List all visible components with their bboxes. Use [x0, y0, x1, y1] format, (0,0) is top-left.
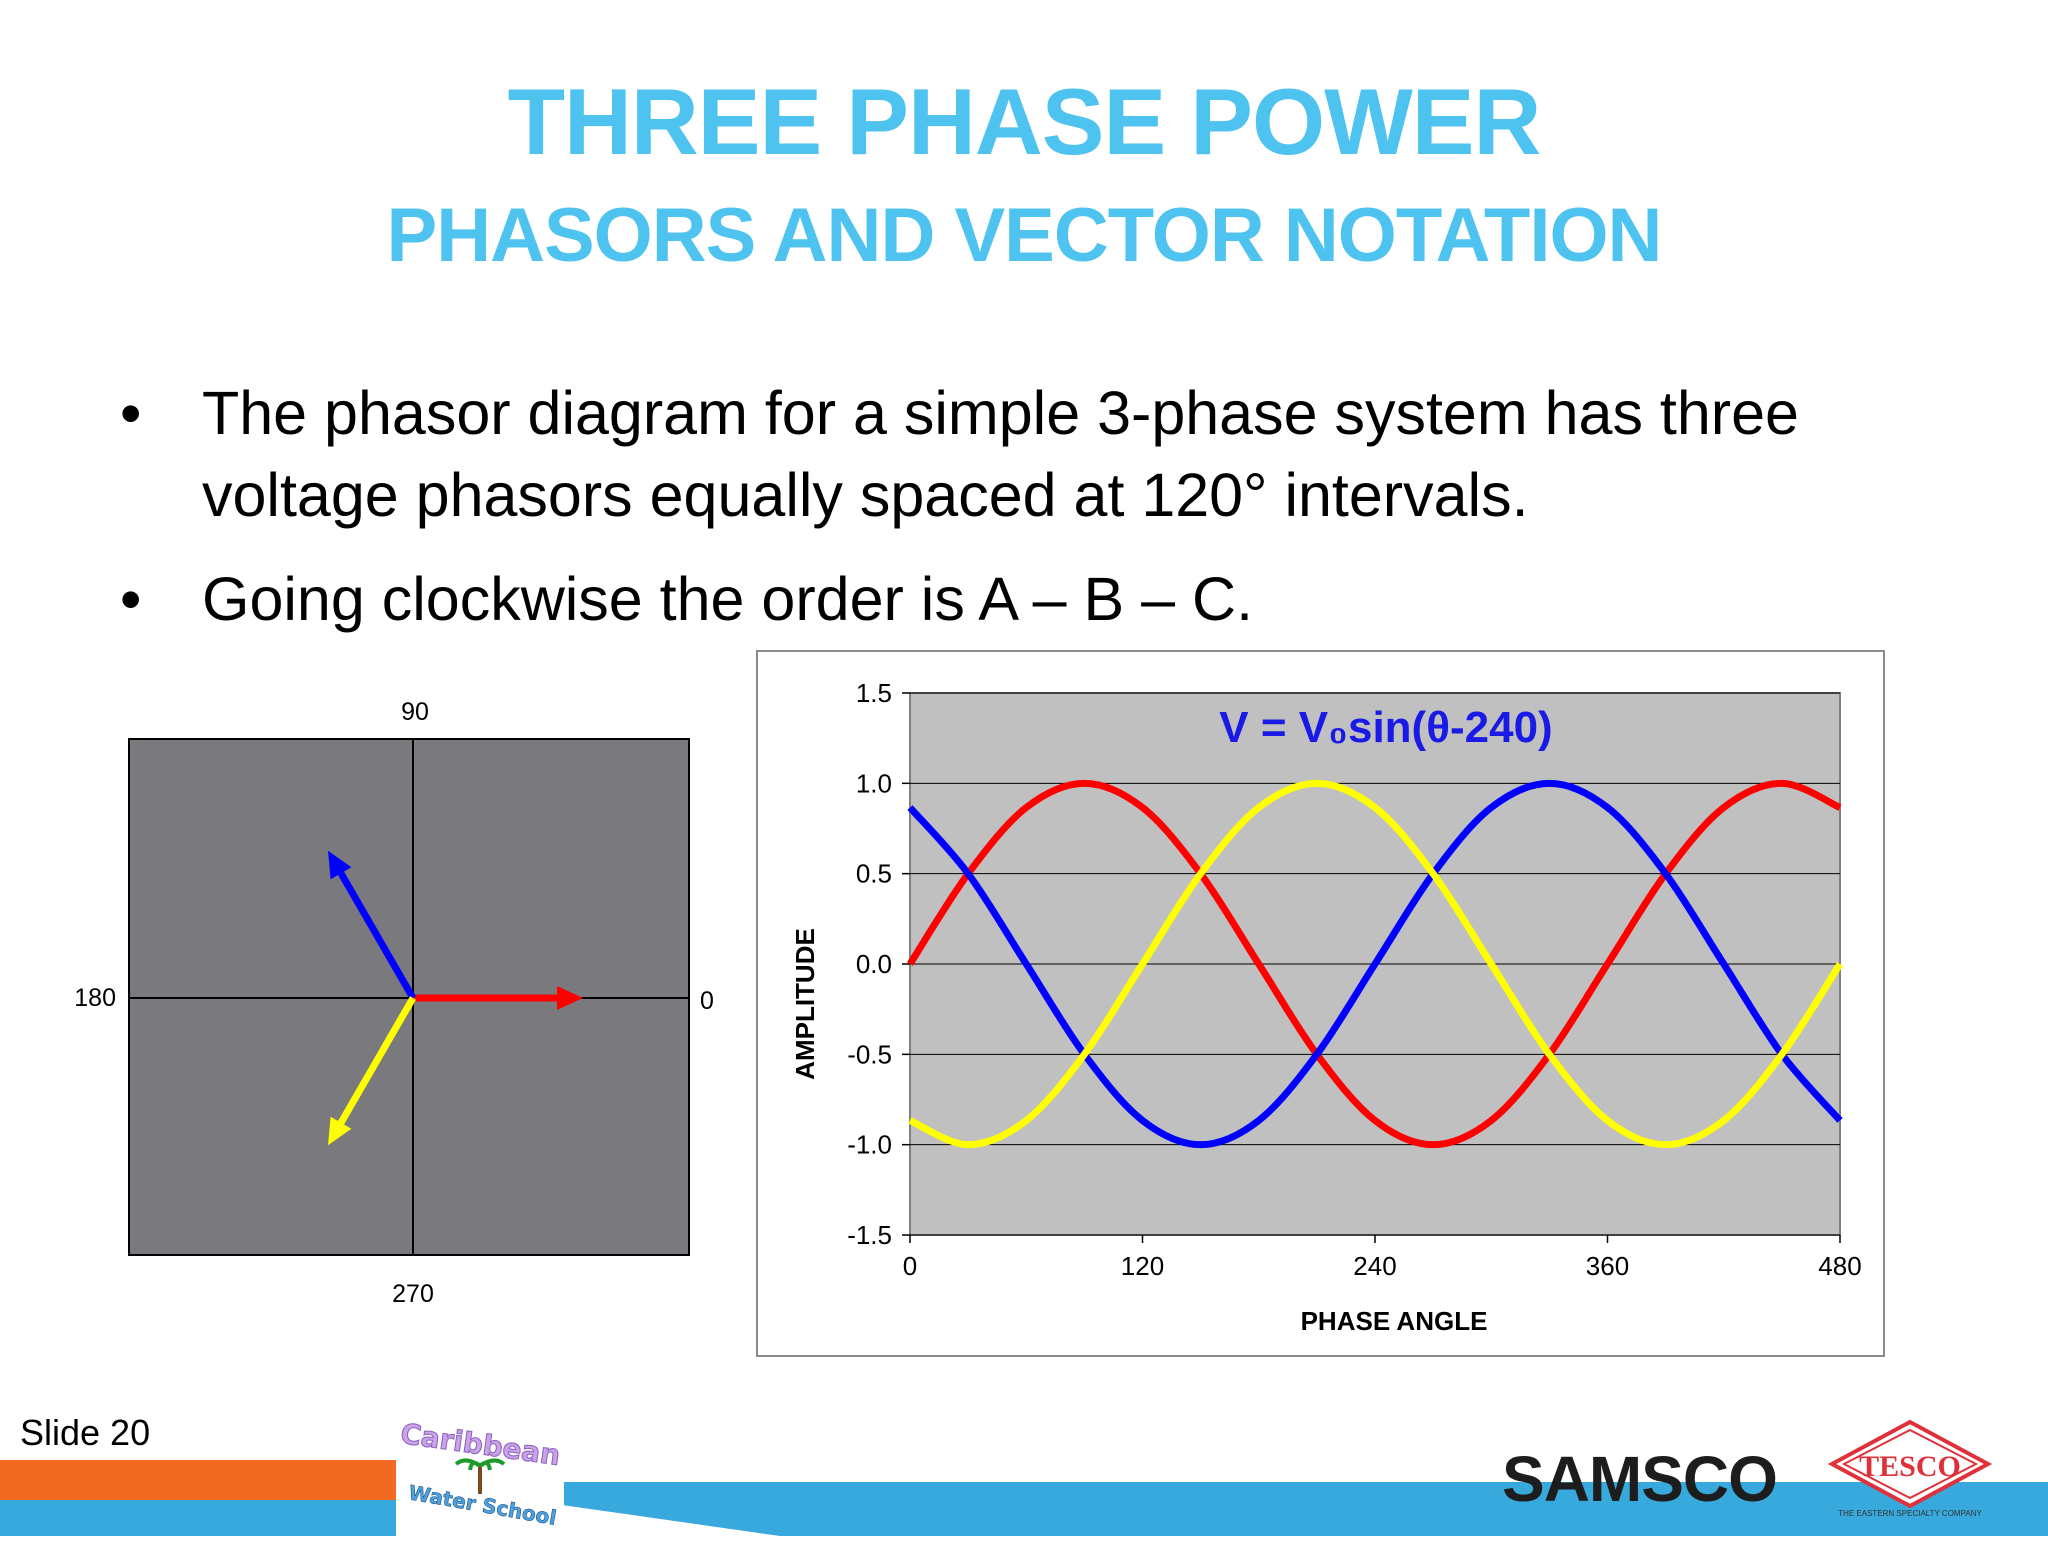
footer-blue-stripe-left — [0, 1500, 400, 1536]
caribbean-water-school-logo: Caribbean Water School — [396, 1412, 564, 1536]
palm-tree-icon — [454, 1458, 506, 1494]
y-tick-label: 0.5 — [856, 859, 892, 889]
y-tick-label: 1.5 — [856, 678, 892, 708]
tesco-tagline: THE EASTERN SPECIALTY COMPANY — [1838, 1509, 1982, 1518]
samsco-logo: SAMSCO — [1502, 1443, 1778, 1515]
bullet-icon: • — [120, 379, 142, 447]
slide-subtitle: PHASORS AND VECTOR NOTATION — [386, 193, 1663, 278]
y-tick-label: 1.0 — [856, 768, 892, 798]
bullet-list: • The phasor diagram for a simple 3-phas… — [120, 372, 1940, 662]
phasor-arrow — [328, 850, 417, 1000]
bullet-text: The phasor diagram for a simple 3-phase … — [202, 379, 1799, 529]
phasor-label-180: 180 — [74, 984, 116, 1012]
bullet-item: • Going clockwise the order is A – B – C… — [120, 558, 1940, 640]
y-tick-label: -1.5 — [847, 1220, 892, 1250]
bullet-icon: • — [120, 565, 142, 633]
y-tick-label: 0.0 — [856, 949, 892, 979]
x-tick-label: 480 — [1818, 1251, 1861, 1281]
series-line — [907, 779, 1842, 1149]
series-line — [907, 779, 1843, 1149]
footer-blue-stripe — [400, 1482, 2048, 1536]
phasor-arrow — [328, 996, 417, 1146]
tesco-logo: TESCO THE EASTERN SPECIALTY COMPANY — [1827, 1419, 1993, 1518]
y-axis-label: AMPLITUDE — [790, 928, 820, 1080]
phasor-label-90: 90 — [401, 698, 429, 726]
slide-title: THREE PHASE POWER — [507, 69, 1542, 174]
water-school-logo-text: Water School — [407, 1480, 559, 1530]
x-tick-label: 240 — [1353, 1251, 1396, 1281]
phasor-label-270: 270 — [392, 1280, 434, 1308]
x-tick-label: 0 — [903, 1251, 917, 1281]
phasor-diagram: 90 180 0 270 — [74, 698, 714, 1308]
x-tick-label: 120 — [1121, 1251, 1164, 1281]
waveform-chart: 1.5 1.0 0.5 0.0 -0.5 -1.0 -1.5 0 120 240 360 480 V… — [756, 650, 1885, 1357]
chart-annotation: V = V₀sin(θ-240) — [1219, 703, 1552, 752]
tesco-logo-text: TESCO — [1859, 1450, 1961, 1483]
series-line — [908, 779, 1843, 1149]
y-tick-label: -1.0 — [847, 1130, 892, 1160]
phasor-arrow — [413, 986, 583, 1010]
bullet-text: Going clockwise the order is A – B – C. — [202, 565, 1254, 633]
bullet-item: • The phasor diagram for a simple 3-phas… — [120, 372, 1940, 536]
x-axis-label: PHASE ANGLE — [1301, 1306, 1488, 1336]
tesco-diamond-icon — [1827, 1419, 1993, 1509]
phasor-label-0: 0 — [700, 987, 714, 1015]
y-tick-label: -0.5 — [847, 1039, 892, 1069]
x-tick-label: 360 — [1586, 1251, 1629, 1281]
slide-number: Slide 20 — [20, 1412, 151, 1453]
footer-band — [0, 1460, 2048, 1536]
